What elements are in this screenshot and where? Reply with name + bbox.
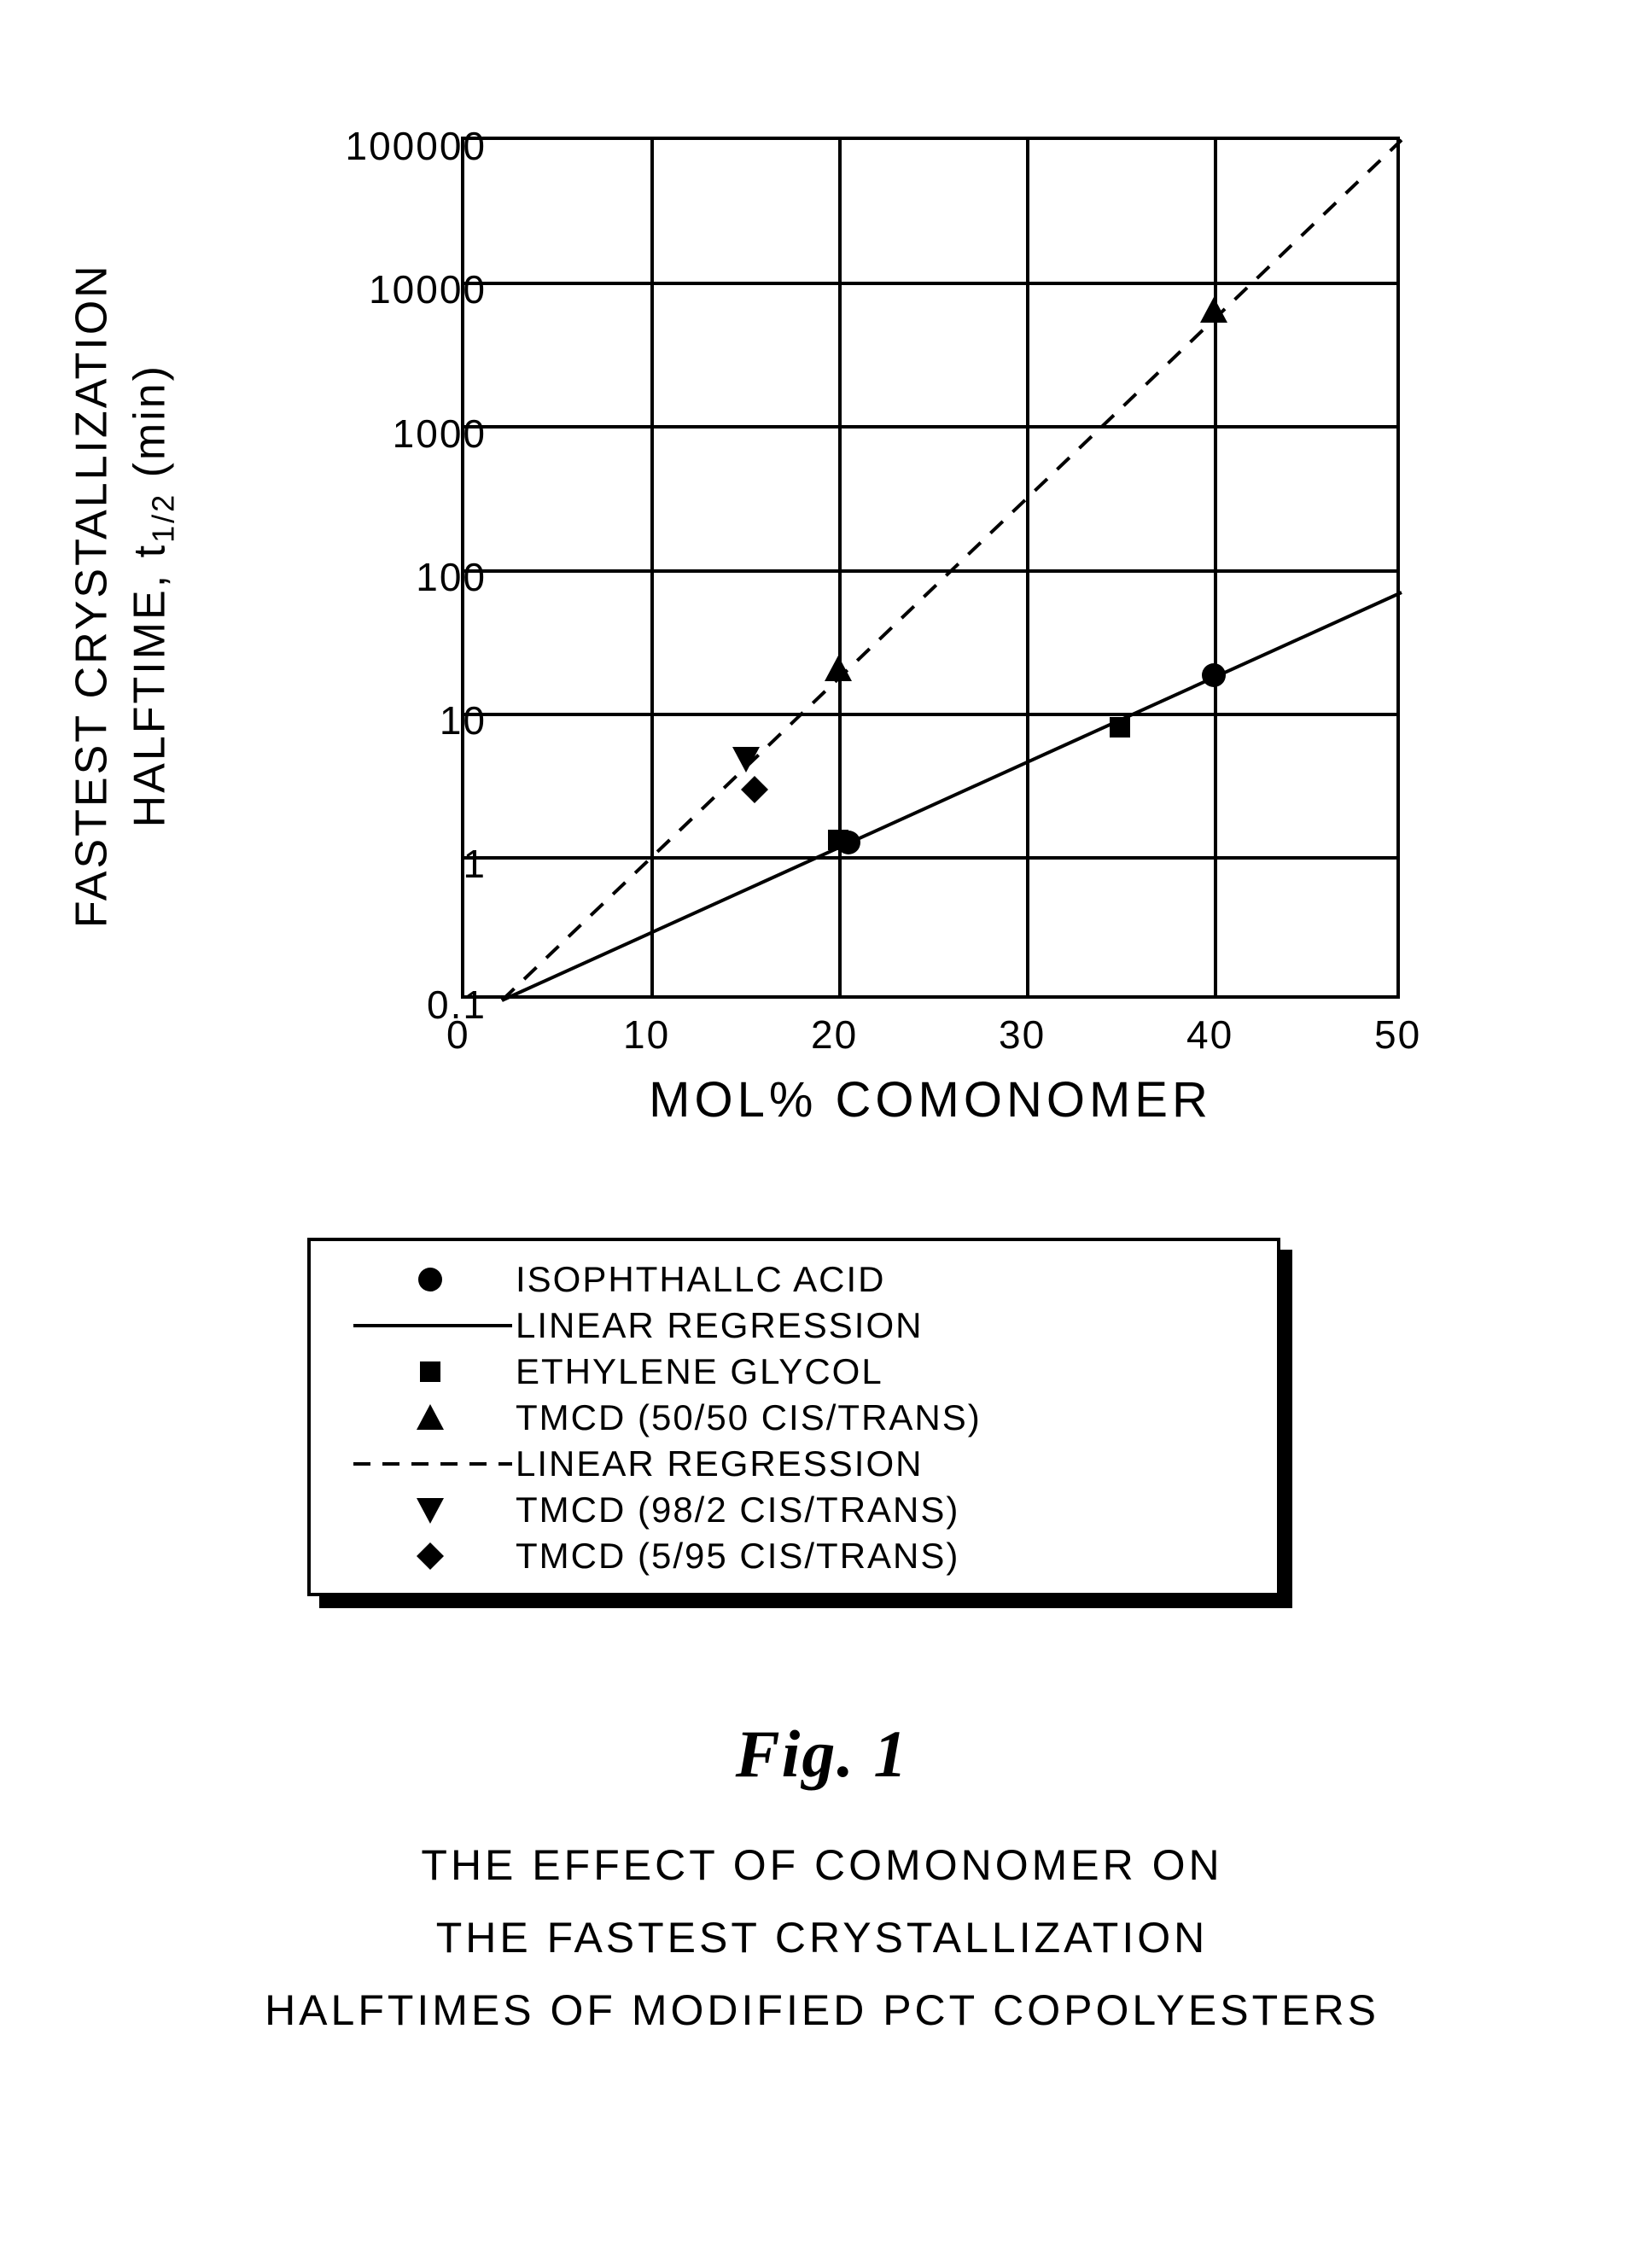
- figure-label: Fig. 1: [0, 1716, 1644, 1793]
- caption-line-2: THE FASTEST CRYSTALLIZATION: [0, 1904, 1644, 1972]
- marker-tmcd5050: [1214, 311, 1470, 439]
- xtick-20: 20: [811, 1012, 858, 1058]
- xtick-50: 50: [1374, 1012, 1421, 1058]
- x-axis-label: MOL% COMONOMER: [461, 1071, 1400, 1128]
- legend-item: TMCD (50/50 CIS/TRANS): [345, 1395, 982, 1441]
- legend-item: ISOPHTHALLC ACID: [345, 1256, 885, 1303]
- xtick-30: 30: [999, 1012, 1046, 1058]
- legend-item: LINEAR REGRESSION: [345, 1441, 923, 1487]
- xtick-40: 40: [1186, 1012, 1233, 1058]
- line-solid-icon: [345, 1324, 516, 1327]
- legend-item: TMCD (5/95 CIS/TRANS): [345, 1533, 959, 1579]
- line-dashed-icon: [345, 1462, 516, 1466]
- caption-line-1: THE EFFECT OF COMONOMER ON: [0, 1831, 1644, 1899]
- legend-item: LINEAR REGRESSION: [345, 1303, 923, 1349]
- legend-label: LINEAR REGRESSION: [516, 1443, 923, 1484]
- caption-line-3: HALFTIMES OF MODIFIED PCT COPOLYESTERS: [0, 1976, 1644, 2044]
- xtick-10: 10: [623, 1012, 670, 1058]
- y-axis-label: FASTEST CRYSTALLIZATION HALFTIME, t1/2 (…: [66, 212, 181, 980]
- marker-tmcd595: [755, 790, 1011, 918]
- xtick-0: 0: [446, 1012, 470, 1058]
- page: FASTEST CRYSTALLIZATION HALFTIME, t1/2 (…: [0, 0, 1644, 2268]
- diamond-icon: [430, 1556, 686, 1684]
- plot-area: [461, 137, 1400, 999]
- legend: ISOPHTHALLC ACID LINEAR REGRESSION ETHYL…: [307, 1238, 1280, 1596]
- marker-ethylene: [1120, 727, 1376, 855]
- chart-container: FASTEST CRYSTALLIZATION HALFTIME, t1/2 (…: [132, 77, 1455, 1169]
- legend-item: TMCD (98/2 CIS/TRANS): [345, 1487, 959, 1533]
- legend-label: LINEAR REGRESSION: [516, 1305, 923, 1346]
- legend-item: ETHYLENE GLYCOL: [345, 1349, 883, 1395]
